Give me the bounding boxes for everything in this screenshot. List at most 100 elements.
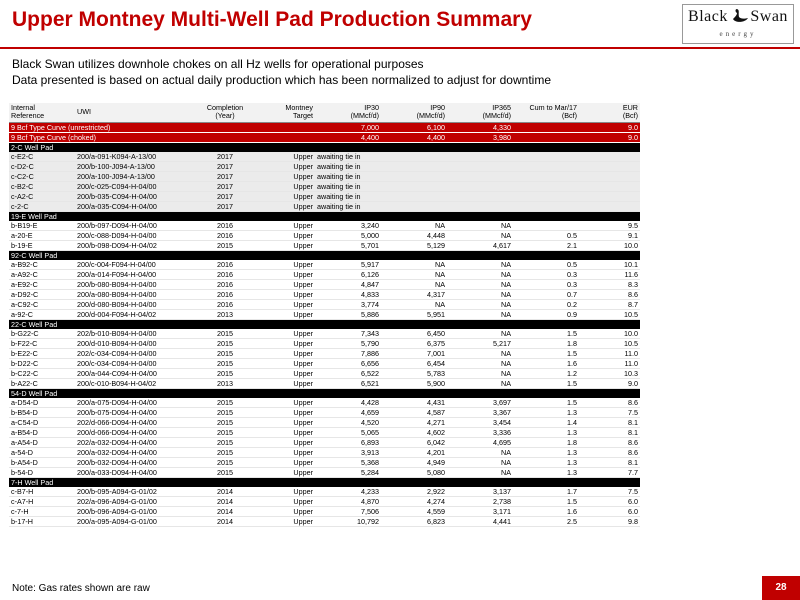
cell-ip30: 4,847 [315,279,381,290]
cell-uwi: 200/b-098-D094-H-04/02 [75,240,195,251]
cell-internal-reference: a-E92-C [9,279,75,290]
cell-montney-target: Upper [255,407,315,418]
cell-internal-reference: c-B2-C [9,181,75,192]
well-pad-header-row: 92-C Well Pad [9,250,640,260]
cell-ip30-status: awaiting tie in [315,171,447,182]
cell-montney-target: Upper [255,328,315,339]
cell-internal-reference: a-92-C [9,309,75,320]
table-row: b-F22-C 200/d-010-B094-H-04/00 2015 Upper 5,… [9,338,640,349]
table-row: c-A7-H 202/a-096-A094-G-01/00 2014 Upper 4,8… [9,496,640,507]
cell-cum: 1.3 [513,427,579,438]
cell-cum: 0.3 [513,269,579,280]
cell-ip365: NA [447,269,513,280]
table-row: a-A92-C 200/a-014-F094-H-04/00 2016 Upper 6,… [9,269,640,280]
cell-internal-reference: a-C54-D [9,417,75,428]
cell-montney-target: Upper [255,259,315,270]
cell-completion-year: 2017 [195,191,255,202]
intro-line-1: Black Swan utilizes downhole chokes on a… [12,57,424,71]
cell-internal-reference: b-B19-E [9,220,75,231]
cell-montney-target: Upper [255,358,315,369]
cell-montney-target: Upper [255,348,315,359]
well-pad-header-row: 54-D Well Pad [9,388,640,398]
cell-ip90: 4,559 [381,506,447,517]
cell-completion-year: 2017 [195,161,255,172]
cell-ip365: NA [447,299,513,310]
cell-eur [579,161,640,172]
header-completion-year: Completion (Year) [195,103,255,122]
cell-completion-year: 2017 [195,201,255,212]
cell-montney-target: Upper [255,467,315,478]
cell-internal-reference: a-B54-D [9,427,75,438]
cell-ip30: 6,656 [315,358,381,369]
cell-cum [513,132,579,143]
cell-internal-reference: b-A22-C [9,378,75,389]
cell-completion-year: 2016 [195,289,255,300]
type-curve-row: 9 Bcf Type Curve (unrestricted) 7,000 6,10… [9,122,640,133]
cell-uwi: 200/a-033-D094-H-04/00 [75,467,195,478]
cell-eur: 7.5 [579,407,640,418]
cell-eur: 8.6 [579,397,640,408]
header-cum: Cum to Mar/17 (Bcf) [513,103,579,122]
table-row: c-7-H 200/b-096-A094-G-01/00 2014 Upper 7,50… [9,506,640,517]
cell-ip30-status: awaiting tie in [315,181,447,192]
cell-eur: 9.5 [579,220,640,231]
table-row: b-B54-D 200/b-075-D094-H-04/00 2015 Upper 4,… [9,407,640,418]
cell-uwi: 200/b-080-B094-H-04/00 [75,279,195,290]
cell-cum: 1.8 [513,338,579,349]
cell-completion-year: 2013 [195,378,255,389]
cell-uwi: 200/c-034-C094-H-04/00 [75,358,195,369]
cell-internal-reference: a-D54-D [9,397,75,408]
cell-internal-reference: a-C92-C [9,299,75,310]
cell-completion-year: 2015 [195,397,255,408]
cell-cum: 1.4 [513,417,579,428]
intro-text: Black Swan utilizes downhole chokes on a… [12,56,551,88]
cell-cum [513,181,579,192]
cell-internal-reference: c-2-C [9,201,75,212]
cell-eur: 8.6 [579,447,640,458]
cell-uwi: 200/a-095-A094-G-01/00 [75,516,195,527]
cell-ip90: 6,375 [381,338,447,349]
cell-ip90: 4,201 [381,447,447,458]
cell-cum: 1.3 [513,457,579,468]
cell-ip365 [447,201,513,212]
well-pad-header-row: 22-C Well Pad [9,319,640,329]
cell-eur: 9.8 [579,516,640,527]
cell-montney-target: Upper [255,368,315,379]
table-row: a-C92-C 200/d-080-B094-H-04/00 2016 Upper 3,… [9,299,640,310]
cell-ip90: 4,587 [381,407,447,418]
cell-montney-target: Upper [255,516,315,527]
production-table: Internal Reference UWI Completion (Year) M… [9,103,640,527]
cell-ip365: 3,454 [447,417,513,428]
cell-montney-target: Upper [255,220,315,231]
cell-ip365: 4,695 [447,437,513,448]
table-row: a-E92-C 200/b-080-B094-H-04/00 2016 Upper 4,… [9,279,640,290]
cell-ip365: NA [447,328,513,339]
cell-montney-target: Upper [255,299,315,310]
cell-cum: 0.7 [513,289,579,300]
cell-uwi: 200/b-035-C094-H-04/00 [75,191,195,202]
cell-ip90: 6,450 [381,328,447,339]
cell-montney-target: Upper [255,269,315,280]
cell-cum: 0.5 [513,230,579,241]
table-row: c-B2-C 200/c-025-C094-H-04/00 2017 Upper awa… [9,181,640,192]
table-row: b-A54-D 200/b-032-D094-H-04/00 2015 Upper 5,… [9,457,640,468]
cell-uwi: 202/b-010-B094-H-04/00 [75,328,195,339]
cell-cum [513,220,579,231]
cell-ip365: NA [447,279,513,290]
well-pad-label: 92-C Well Pad [9,250,640,260]
cell-internal-reference: b-B54-D [9,407,75,418]
cell-ip365: NA [447,230,513,241]
cell-ip30: 4,233 [315,486,381,497]
table-row: a-92-C 200/d-004-F094-H-04/02 2013 Upper 5,8… [9,309,640,320]
cell-ip30: 6,126 [315,269,381,280]
cell-internal-reference: c-A7-H [9,496,75,507]
cell-ip30-status: awaiting tie in [315,161,447,172]
cell-cum: 1.6 [513,506,579,517]
table-row: b-G22-C 202/b-010-B094-H-04/00 2015 Upper 7,… [9,328,640,339]
cell-uwi: 200/b-100-J094-A-13/00 [75,161,195,172]
cell-eur: 8.6 [579,289,640,300]
cell-eur: 9.1 [579,230,640,241]
cell-uwi: 200/a-035-C094-H-04/00 [75,201,195,212]
cell-cum: 0.5 [513,259,579,270]
cell-completion-year: 2017 [195,181,255,192]
